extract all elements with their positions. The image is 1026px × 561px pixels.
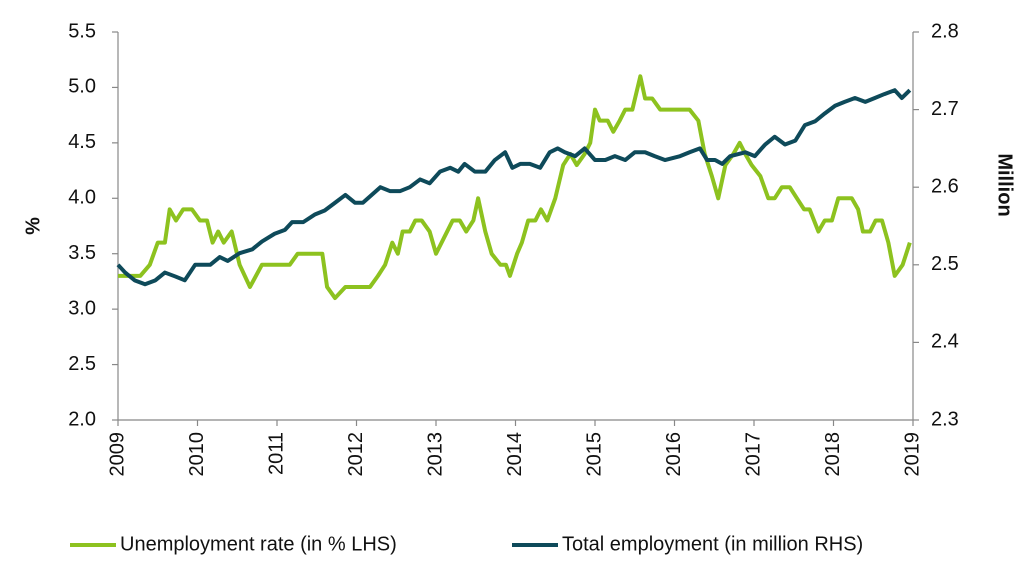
y-tick-label: 2.0 xyxy=(68,408,96,430)
x-tick-label: 2010 xyxy=(186,432,208,477)
y-tick-label: 4.0 xyxy=(68,187,96,209)
x-tick-label: 2019 xyxy=(901,432,923,477)
y-tick-label: 3.5 xyxy=(68,242,96,264)
y-tick-label: 5.0 xyxy=(68,76,96,98)
x-tick-label: 2011 xyxy=(265,432,287,475)
x-tick-label: 2012 xyxy=(345,432,367,477)
y-axis-label: % xyxy=(22,217,44,235)
x-tick-label: 2015 xyxy=(583,432,605,477)
x-tick-label: 2013 xyxy=(424,432,446,477)
y2-axis-label: Million xyxy=(994,153,1016,216)
x-tick-label: 2018 xyxy=(822,432,844,477)
y-tick-label: 5.5 xyxy=(68,20,96,42)
legend-label: Unemployment rate (in % LHS) xyxy=(120,533,397,555)
x-tick-label: 2014 xyxy=(504,432,526,477)
y2-tick-label: 2.8 xyxy=(931,20,959,42)
line-series xyxy=(118,74,912,301)
x-tick-label: 2009 xyxy=(106,432,128,477)
y2-tick-label: 2.7 xyxy=(931,98,959,120)
x-tick-label: 2017 xyxy=(742,432,764,477)
y2-tick-label: 2.4 xyxy=(931,331,959,353)
y-tick-label: 3.0 xyxy=(68,297,96,319)
line-series xyxy=(116,88,912,287)
x-tick-label: 2016 xyxy=(663,432,685,477)
y2-tick-label: 2.5 xyxy=(931,253,959,275)
y2-tick-label: 2.6 xyxy=(931,175,959,197)
y-tick-label: 2.5 xyxy=(68,353,96,375)
y2-tick-label: 2.3 xyxy=(931,408,959,430)
y-tick-label: 4.5 xyxy=(68,131,96,153)
legend-label: Total employment (in million RHS) xyxy=(562,533,863,555)
